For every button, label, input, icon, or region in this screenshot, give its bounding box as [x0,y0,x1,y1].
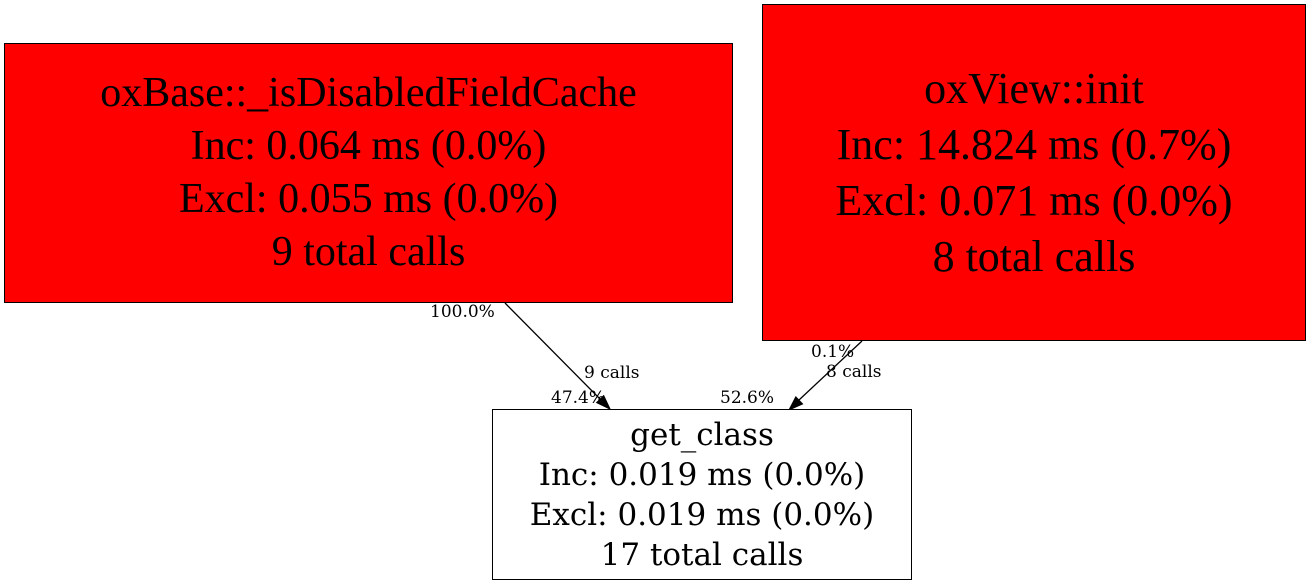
node-get-class: get_class Inc: 0.019 ms (0.0%) Excl: 0.0… [492,409,912,580]
node-inclusive-time: Inc: 0.019 ms (0.0%) [538,456,866,493]
node-exclusive-time: Excl: 0.071 ms (0.0%) [835,175,1233,225]
edge-label-call-count: 9 calls [584,363,640,383]
node-oxbase-isdisabledfieldcache: oxBase::_isDisabledFieldCache Inc: 0.064… [4,43,733,303]
edge-label-source-percent: 0.1% [811,342,855,362]
edge-label-call-count: 8 calls [826,362,882,382]
node-total-calls: 8 total calls [932,231,1136,281]
node-exclusive-time: Excl: 0.055 ms (0.0%) [178,176,559,222]
node-total-calls: 9 total calls [271,229,466,275]
node-inclusive-time: Inc: 14.824 ms (0.7%) [836,119,1232,169]
node-inclusive-time: Inc: 0.064 ms (0.0%) [190,123,547,169]
node-function-name: oxView::init [924,63,1144,113]
node-function-name: oxBase::_isDisabledFieldCache [100,70,637,116]
node-oxview-init: oxView::init Inc: 14.824 ms (0.7%) Excl:… [762,4,1306,341]
node-function-name: get_class [630,416,774,453]
edge-label-target-percent: 52.6% [720,388,775,408]
node-total-calls: 17 total calls [600,536,804,573]
edge-label-source-percent: 100.0% [430,302,495,322]
edge-label-target-percent: 47.4% [551,388,606,408]
node-exclusive-time: Excl: 0.019 ms (0.0%) [529,496,875,533]
